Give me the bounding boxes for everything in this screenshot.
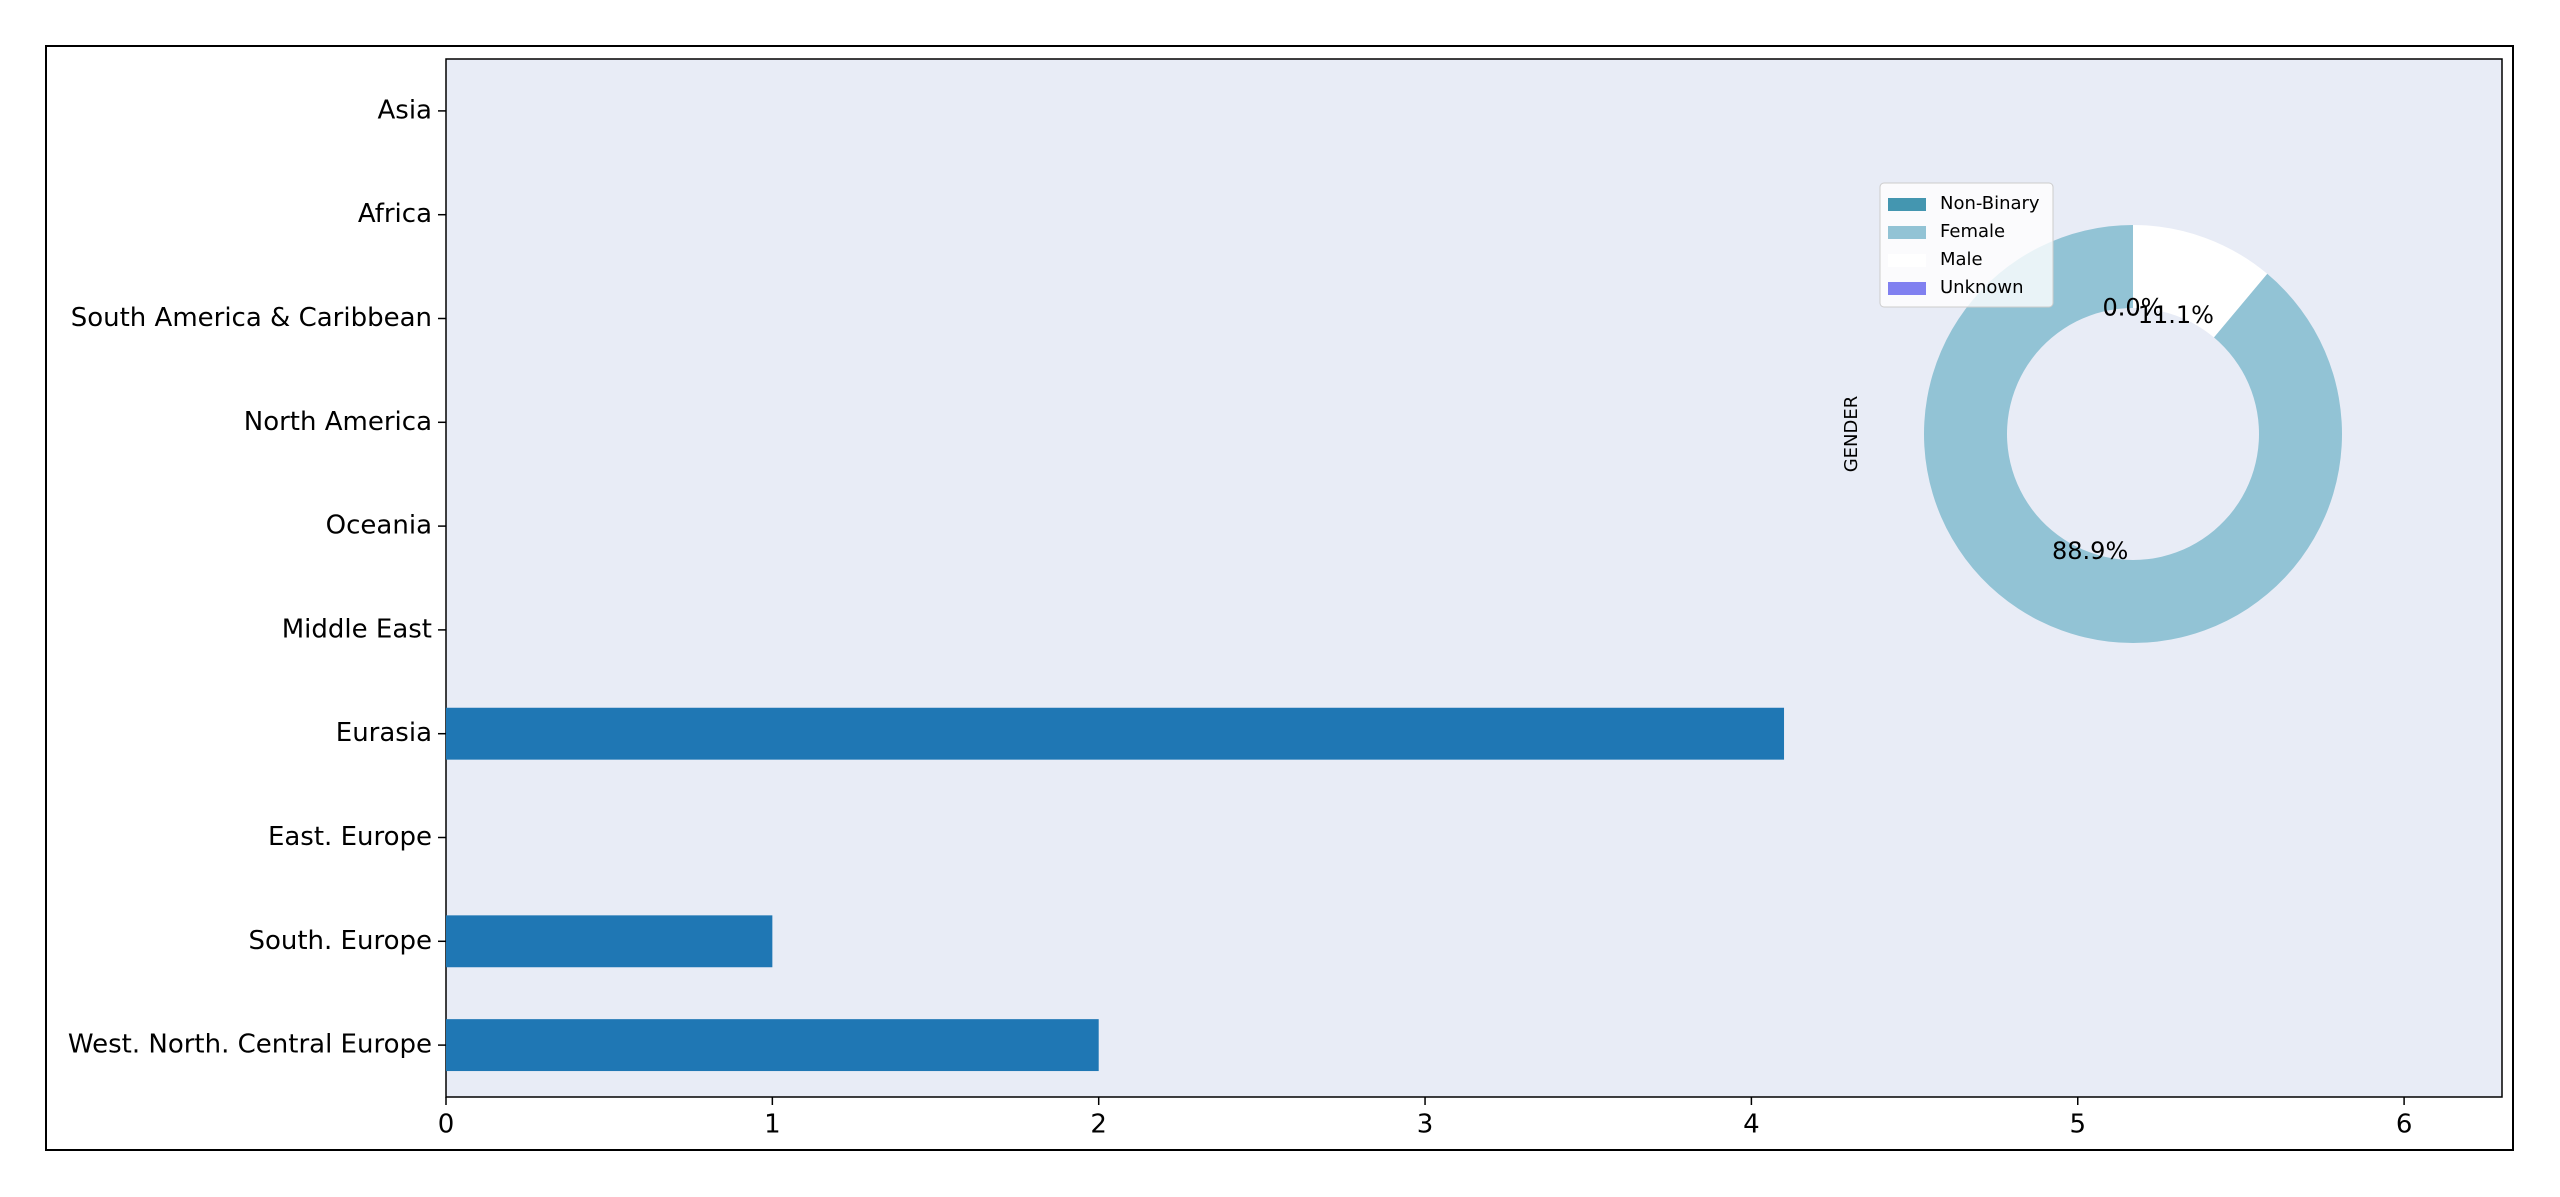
y-tick-label: West. North. Central Europe [68,1030,432,1060]
legend-swatch [1888,282,1926,295]
legend-label: Female [1940,221,2005,242]
x-tick-label: 6 [2396,1110,2413,1140]
figure-frame [45,45,2514,1151]
y-tick-label: South America & Caribbean [71,303,432,333]
pie-value-label: 88.9% [2052,537,2128,565]
legend-box [1879,182,2054,308]
pie-wedge [1923,225,2342,643]
y-tick-label: Africa [358,199,432,229]
x-tick-label: 3 [1417,1110,1434,1140]
legend-swatch [1888,254,1926,267]
bar [446,915,773,968]
y-tick-label: East. Europe [268,822,432,852]
legend-swatch [1888,226,1926,239]
y-tick-label: Oceania [326,511,432,541]
pie-value-label: 0.0% [2103,294,2164,322]
x-tick-label: 5 [2069,1110,2086,1140]
pie-wedge [2133,225,2268,338]
y-tick-label: South. Europe [248,926,432,956]
x-tick-label: 2 [1090,1110,1107,1140]
x-tick-label: 0 [438,1110,455,1140]
pie-value-label: 11.1% [2138,301,2214,329]
legend-label: Unknown [1940,277,2024,298]
y-tick-label: Asia [378,95,433,125]
legend-label: Male [1940,249,1983,270]
x-tick-label: 1 [764,1110,781,1140]
x-tick-label: 4 [1743,1110,1760,1140]
y-tick-label: North America [244,407,432,437]
bar [446,707,1785,760]
bar [446,1019,1099,1072]
legend-label: Non-Binary [1940,193,2040,214]
pie-label: GENDER [1841,396,1862,473]
y-tick-label: Middle East [282,614,432,644]
legend-swatch [1888,198,1926,211]
y-tick-label: Eurasia [336,718,432,748]
